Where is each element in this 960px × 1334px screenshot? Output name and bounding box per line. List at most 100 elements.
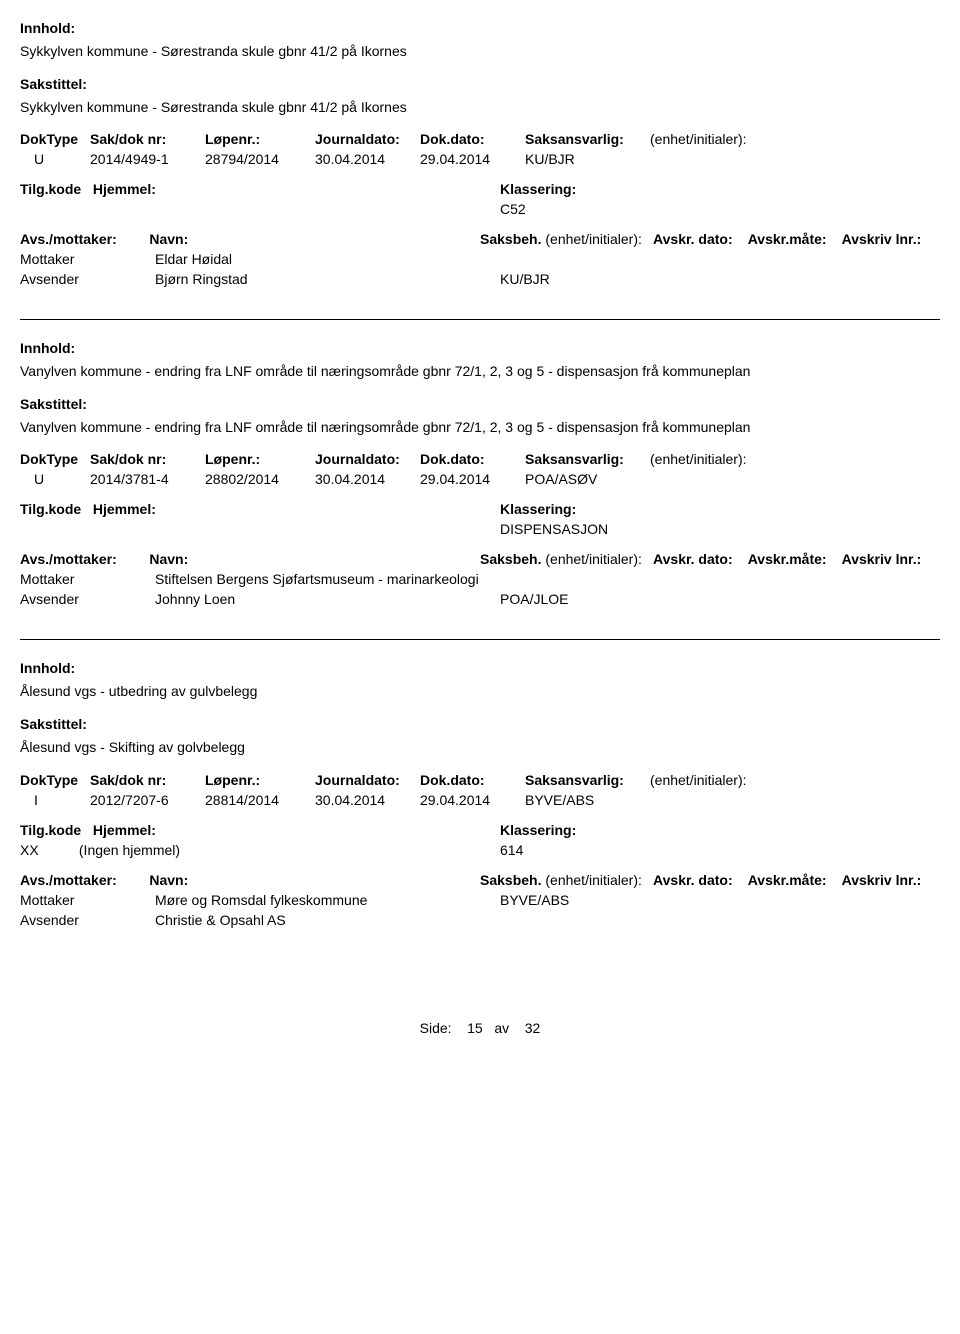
val-saksansvarlig: POA/ASØV	[525, 471, 650, 487]
val-klassering: 614	[500, 842, 800, 858]
hdr-avskrmate: Avskr.måte:	[748, 231, 827, 247]
sakstittel-label: Sakstittel:	[20, 396, 940, 412]
hdr-avsmottaker: Avs./mottaker:	[20, 551, 149, 567]
party-code: BYVE/ABS	[500, 892, 700, 908]
meta-value-row: I 2012/7207-6 28814/2014 30.04.2014 29.0…	[20, 792, 940, 808]
page-footer: Side: 15 av 32	[20, 1020, 940, 1056]
record: Innhold: Sykkylven kommune - Sørestranda…	[20, 0, 940, 320]
hdr-sakdok: Sak/dok nr:	[90, 131, 205, 147]
hjemmel-value-row: C52	[20, 201, 940, 217]
hdr-tilg-hjemmel: Tilg.kode Hjemmel:	[20, 181, 500, 197]
party-name: Eldar Høidal	[155, 251, 500, 267]
val-tilgkode: XX	[20, 842, 75, 858]
val-journaldato: 30.04.2014	[315, 151, 420, 167]
party-name: Christie & Opsahl AS	[155, 912, 500, 928]
party-row: Mottaker Eldar Høidal	[20, 251, 940, 267]
footer-total: 32	[525, 1020, 541, 1036]
party-header-row: Avs./mottaker: Navn: Saksbeh. (enhet/ini…	[20, 872, 940, 888]
hdr-avsmottaker: Avs./mottaker:	[20, 231, 149, 247]
meta-header-row: DokType Sak/dok nr: Løpenr.: Journaldato…	[20, 772, 940, 788]
hdr-avskrmate: Avskr.måte:	[748, 872, 827, 888]
val-doktype: I	[20, 792, 90, 808]
hdr-saksbeh: Saksbeh.	[480, 231, 541, 247]
val-journaldato: 30.04.2014	[315, 471, 420, 487]
party-role: Mottaker	[20, 571, 155, 587]
meta-header-row: DokType Sak/dok nr: Løpenr.: Journaldato…	[20, 451, 940, 467]
hjemmel-value-row: XX (Ingen hjemmel) 614	[20, 842, 940, 858]
hdr-dokdato: Dok.dato:	[420, 131, 525, 147]
hdr-journaldato: Journaldato:	[315, 451, 420, 467]
hdr-tilg-hjemmel: Tilg.kode Hjemmel:	[20, 501, 500, 517]
party-role: Avsender	[20, 591, 155, 607]
val-klassering: C52	[500, 201, 800, 217]
hdr-avsmottaker: Avs./mottaker:	[20, 872, 149, 888]
party-role: Mottaker	[20, 251, 155, 267]
val-dokdato: 29.04.2014	[420, 792, 525, 808]
innhold-value: Ålesund vgs - utbedring av gulvbelegg	[20, 682, 940, 702]
footer-av-label: av	[494, 1020, 509, 1036]
hdr-hjemmel: Hjemmel:	[93, 501, 156, 517]
hdr-avskrmate: Avskr.måte:	[748, 551, 827, 567]
val-lopenr: 28814/2014	[205, 792, 315, 808]
hdr-enhet: (enhet/initialer):	[650, 772, 800, 788]
hdr-enhet2: (enhet/initialer):	[545, 872, 642, 888]
footer-side-label: Side:	[420, 1020, 452, 1036]
hdr-saksansvarlig: Saksansvarlig:	[525, 772, 650, 788]
hdr-avskrdato: Avskr. dato:	[653, 551, 733, 567]
hdr-journaldato: Journaldato:	[315, 772, 420, 788]
party-role: Avsender	[20, 912, 155, 928]
val-klassering: DISPENSASJON	[500, 521, 800, 537]
party-code: KU/BJR	[500, 271, 700, 287]
hdr-dokdato: Dok.dato:	[420, 451, 525, 467]
sakstittel-value: Sykkylven kommune - Sørestranda skule gb…	[20, 98, 940, 118]
hdr-avskrivlnr: Avskriv lnr.:	[842, 231, 922, 247]
val-sakdok: 2012/7207-6	[90, 792, 205, 808]
hdr-avskrdato: Avskr. dato:	[653, 231, 733, 247]
hjemmel-header-row: Tilg.kode Hjemmel: Klassering:	[20, 181, 940, 197]
party-role: Avsender	[20, 271, 155, 287]
hdr-doktype: DokType	[20, 131, 90, 147]
val-tilg-hjemmel	[20, 201, 500, 217]
hdr-saksbeh-group: Saksbeh. (enhet/initialer): Avskr. dato:…	[480, 872, 940, 888]
party-code: POA/JLOE	[500, 591, 700, 607]
hdr-hjemmel: Hjemmel:	[93, 181, 156, 197]
val-lopenr: 28802/2014	[205, 471, 315, 487]
val-sakdok: 2014/3781-4	[90, 471, 205, 487]
page-container: Innhold: Sykkylven kommune - Sørestranda…	[0, 0, 960, 1056]
record: Innhold: Ålesund vgs - utbedring av gulv…	[20, 640, 940, 959]
innhold-label: Innhold:	[20, 660, 940, 676]
party-row: Avsender Bjørn Ringstad KU/BJR	[20, 271, 940, 287]
hdr-tilg-hjemmel: Tilg.kode Hjemmel:	[20, 822, 500, 838]
party-header-row: Avs./mottaker: Navn: Saksbeh. (enhet/ini…	[20, 551, 940, 567]
innhold-label: Innhold:	[20, 340, 940, 356]
hdr-sakdok: Sak/dok nr:	[90, 451, 205, 467]
hdr-saksbeh-group: Saksbeh. (enhet/initialer): Avskr. dato:…	[480, 551, 940, 567]
party-name: Møre og Romsdal fylkeskommune	[155, 892, 500, 908]
hdr-saksbeh-group: Saksbeh. (enhet/initialer): Avskr. dato:…	[480, 231, 940, 247]
hdr-saksbeh: Saksbeh.	[480, 551, 541, 567]
hdr-tilgkode: Tilg.kode	[20, 181, 81, 197]
val-dokdato: 29.04.2014	[420, 151, 525, 167]
val-tilg-hjemmel: XX (Ingen hjemmel)	[20, 842, 500, 858]
hdr-doktype: DokType	[20, 451, 90, 467]
record: Innhold: Vanylven kommune - endring fra …	[20, 320, 940, 640]
val-dokdato: 29.04.2014	[420, 471, 525, 487]
innhold-value: Sykkylven kommune - Sørestranda skule gb…	[20, 42, 940, 62]
val-journaldato: 30.04.2014	[315, 792, 420, 808]
hdr-sakdok: Sak/dok nr:	[90, 772, 205, 788]
hdr-lopenr: Løpenr.:	[205, 131, 315, 147]
hdr-enhet2: (enhet/initialer):	[545, 551, 642, 567]
val-lopenr: 28794/2014	[205, 151, 315, 167]
meta-value-row: U 2014/3781-4 28802/2014 30.04.2014 29.0…	[20, 471, 940, 487]
sakstittel-value: Ålesund vgs - Skifting av golvbelegg	[20, 738, 940, 758]
hdr-tilgkode: Tilg.kode	[20, 822, 81, 838]
party-role: Mottaker	[20, 892, 155, 908]
innhold-value: Vanylven kommune - endring fra LNF områd…	[20, 362, 940, 382]
meta-header-row: DokType Sak/dok nr: Løpenr.: Journaldato…	[20, 131, 940, 147]
hdr-klassering: Klassering:	[500, 501, 800, 517]
party-name: Johnny Loen	[155, 591, 500, 607]
hdr-tilgkode: Tilg.kode	[20, 501, 81, 517]
hdr-saksansvarlig: Saksansvarlig:	[525, 451, 650, 467]
sakstittel-label: Sakstittel:	[20, 76, 940, 92]
hjemmel-header-row: Tilg.kode Hjemmel: Klassering:	[20, 822, 940, 838]
